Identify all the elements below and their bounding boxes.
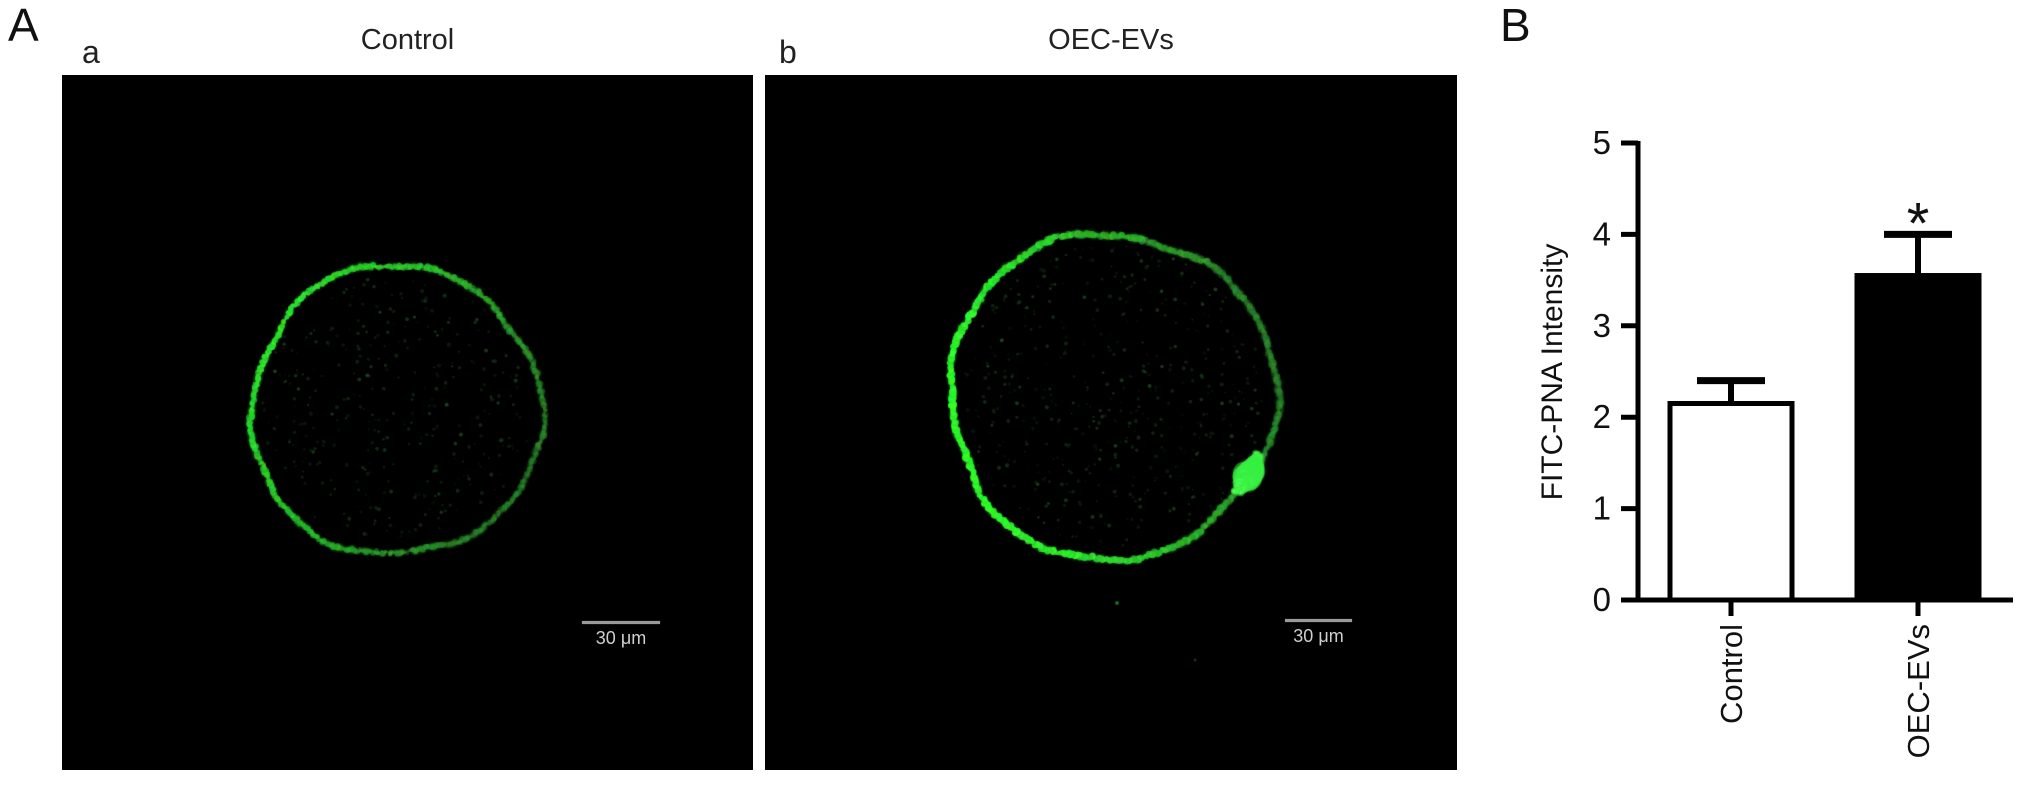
panel-b-label: B (1500, 0, 1531, 51)
bar-chart: 0 1 2 3 4 5 FITC-PNA Intensity Control * OEC-EVs (1536, 124, 2013, 758)
micrograph-b-sublabel: b (779, 34, 797, 70)
micrograph-a-sublabel: a (82, 34, 100, 70)
bar-oec-evs (1854, 273, 1982, 603)
y-tick-label-4: 4 (1593, 215, 1611, 252)
y-tick-label-1: 1 (1593, 490, 1611, 527)
panel-a-label: A (8, 0, 39, 51)
x-tick-label-oec-evs: OEC-EVs (1901, 624, 1936, 758)
y-tick-label-3: 3 (1593, 307, 1611, 344)
y-tick-label-2: 2 (1593, 398, 1611, 435)
bar-control (1667, 400, 1795, 603)
micrograph-a: 30 μm (62, 75, 753, 770)
y-tick-label-5: 5 (1593, 124, 1611, 161)
micrograph-b-title: OEC-EVs (1048, 24, 1174, 56)
micrograph-a-title: Control (360, 24, 455, 56)
y-axis-title: FITC-PNA Intensity (1536, 244, 1569, 501)
micrograph-b: 30 μm (765, 75, 1457, 770)
significance-oec-evs: * (1907, 191, 1930, 256)
micrograph-b-image (765, 75, 1457, 770)
micrograph-a-image (62, 75, 753, 770)
y-tick-label-0: 0 (1593, 581, 1611, 618)
x-tick-label-control: Control (1714, 624, 1749, 724)
